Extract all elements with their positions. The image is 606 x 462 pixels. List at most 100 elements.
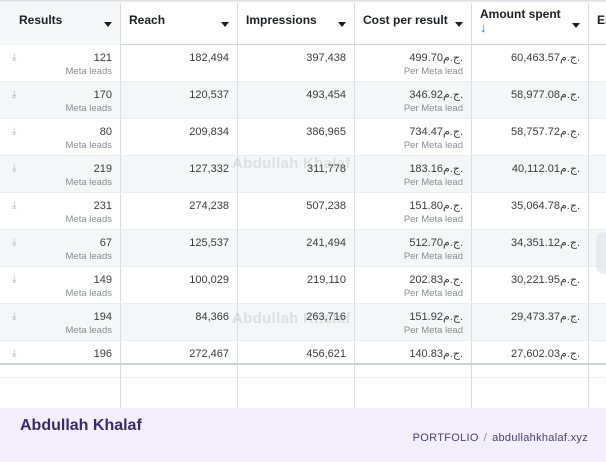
- portfolio-link[interactable]: PORTFOLIO / abdullahkhalaf.xyz: [413, 432, 588, 444]
- cell-results[interactable]: ⤓ 149 Meta leads: [0, 267, 121, 303]
- cell-reach: 125,537: [121, 230, 238, 266]
- column-header-cost-per-result[interactable]: Cost per result: [355, 3, 472, 45]
- results-value: 149: [93, 274, 112, 286]
- cell-reach: 120,537: [121, 82, 238, 118]
- download-icon[interactable]: ⤓: [12, 52, 17, 63]
- cell-impressions: 219,110: [238, 267, 355, 303]
- caret-down-icon[interactable]: [338, 22, 346, 27]
- cell-reach: 209,834: [121, 119, 238, 155]
- cost-per-result-unit: Per Meta lead: [403, 251, 463, 262]
- amount-spent-value: 29,473.37ج.م.: [511, 311, 580, 323]
- cell-truncated: [589, 82, 606, 118]
- cell-reach: 84,366: [121, 304, 238, 340]
- results-value: 67: [99, 237, 112, 249]
- cell-reach: 100,029: [121, 267, 238, 303]
- table-row[interactable]: ⤓ 219 Meta leads 127,332 311,778 183.16ج.م. Pe…: [0, 156, 606, 193]
- cost-per-result-value: 183.16ج.م.: [409, 163, 463, 175]
- column-header-reach[interactable]: Reach: [121, 3, 238, 45]
- column-header-label: Reach: [129, 13, 166, 27]
- cell-amount-spent: 58,977.08ج.م.: [472, 82, 589, 118]
- cost-per-result-value: 499.70ج.م.: [409, 52, 463, 64]
- download-icon[interactable]: ⤓: [12, 200, 17, 211]
- cell-results[interactable]: ⤓ 194 Meta leads: [0, 304, 121, 340]
- cost-per-result-value: 151.80ج.م.: [409, 200, 463, 212]
- cell-results[interactable]: ⤓ 170 Meta leads: [0, 82, 121, 118]
- caret-down-icon[interactable]: [572, 23, 580, 28]
- cell-cost-per-result: 202.83ج.م. Per Meta lead: [355, 267, 472, 303]
- cell-results[interactable]: ⤓ 80 Meta leads: [0, 119, 121, 155]
- cost-per-result-value: 734.47ج.م.: [409, 126, 463, 138]
- portfolio-url[interactable]: abdullahkhalaf.xyz: [492, 432, 588, 444]
- table-row[interactable]: ⤓ 80 Meta leads 209,834 386,965 734.47ج.م. Per…: [0, 119, 606, 156]
- cell-cost-per-result: 151.80ج.م. Per Meta lead: [355, 193, 472, 229]
- cell-cost-per-result: 499.70ج.م. Per Meta lead: [355, 45, 472, 81]
- top-divider: [0, 0, 606, 3]
- results-type: Meta leads: [65, 140, 112, 151]
- cost-per-result-unit: Per Meta lead: [403, 66, 463, 77]
- caret-down-icon[interactable]: [221, 22, 229, 27]
- cell-cost-per-result: 183.16ج.م. Per Meta lead: [355, 156, 472, 192]
- cell-impressions: 397,438: [238, 45, 355, 81]
- empty-column: [121, 365, 238, 408]
- cell-truncated: [589, 193, 606, 229]
- table-row[interactable]: ⤓ 196 272,467 456,621 140.83ج.م. 27,602.03ج.م…: [0, 341, 606, 378]
- cell-amount-spent: 30,221.95ج.م.: [472, 267, 589, 303]
- cell-reach: 272,467: [121, 341, 238, 377]
- separator: /: [483, 432, 488, 444]
- cell-results[interactable]: ⤓ 196: [0, 341, 121, 377]
- portfolio-footer: Abdullah Khalaf PORTFOLIO / abdullahkhalaf…: [0, 408, 606, 462]
- table-row[interactable]: ⤓ 231 Meta leads 274,238 507,238 151.80ج.م. Pe…: [0, 193, 606, 230]
- column-header-results[interactable]: Results: [0, 3, 121, 45]
- results-value: 80: [99, 126, 112, 138]
- download-icon[interactable]: ⤓: [12, 311, 17, 322]
- column-header-label: Results: [19, 13, 63, 27]
- column-header-label: Cost per result: [363, 13, 448, 27]
- download-icon[interactable]: ⤓: [12, 348, 17, 359]
- reach-value: 125,537: [189, 237, 229, 249]
- caret-down-icon[interactable]: [104, 22, 112, 27]
- download-icon[interactable]: ⤓: [12, 126, 17, 137]
- cell-truncated: [589, 119, 606, 155]
- table-body: ⤓ 121 Meta leads 182,494 397,438 499.70ج.م. Pe…: [0, 45, 606, 378]
- cell-amount-spent: 58,757.72ج.م.: [472, 119, 589, 155]
- download-icon[interactable]: ⤓: [12, 163, 17, 174]
- cell-amount-spent: 27,602.03ج.م.: [472, 341, 589, 377]
- cell-impressions: 493,454: [238, 82, 355, 118]
- results-value: 194: [93, 311, 112, 323]
- results-type: Meta leads: [65, 214, 112, 225]
- column-header-impressions[interactable]: Impressions: [238, 3, 355, 45]
- arrow-down-icon[interactable]: ↓: [480, 20, 487, 35]
- ads-results-table: Results Reach Impressions Cost per resul…: [0, 0, 606, 408]
- table-row[interactable]: ⤓ 149 Meta leads 100,029 219,110 202.83ج.م. Pe…: [0, 267, 606, 304]
- table-row[interactable]: ⤓ 170 Meta leads 120,537 493,454 346.92ج.م. Pe…: [0, 82, 606, 119]
- download-icon[interactable]: ⤓: [12, 89, 17, 100]
- impressions-value: 311,778: [307, 163, 346, 175]
- cell-amount-spent: 60,463.57ج.م.: [472, 45, 589, 81]
- cost-per-result-value: 151.92ج.م.: [409, 311, 463, 323]
- download-icon[interactable]: ⤓: [12, 274, 17, 285]
- column-header-amount-spent[interactable]: Amount spent ↓: [472, 3, 589, 45]
- amount-spent-value: 27,602.03ج.م.: [511, 348, 580, 360]
- column-header-truncated[interactable]: En: [589, 3, 606, 45]
- results-value: 196: [93, 348, 112, 360]
- amount-spent-value: 35,064.78ج.م.: [511, 200, 580, 212]
- results-type: Meta leads: [65, 251, 112, 262]
- results-type: Meta leads: [65, 177, 112, 188]
- reach-value: 274,238: [189, 200, 229, 212]
- table-row[interactable]: ⤓ 67 Meta leads 125,537 241,494 512.70ج.م. Per…: [0, 230, 606, 267]
- table-row[interactable]: ⤓ 194 Meta leads 84,366 263,716 151.92ج.م. Per…: [0, 304, 606, 341]
- download-icon[interactable]: ⤓: [12, 237, 17, 248]
- scroll-handle[interactable]: [596, 232, 606, 274]
- reach-value: 209,834: [189, 126, 229, 138]
- cell-results[interactable]: ⤓ 67 Meta leads: [0, 230, 121, 266]
- table-row[interactable]: ⤓ 121 Meta leads 182,494 397,438 499.70ج.م. Pe…: [0, 45, 606, 82]
- caret-down-icon[interactable]: [455, 22, 463, 27]
- cost-per-result-unit: Per Meta lead: [403, 288, 463, 299]
- cell-results[interactable]: ⤓ 231 Meta leads: [0, 193, 121, 229]
- cost-per-result-unit: Per Meta lead: [403, 214, 463, 225]
- cell-results[interactable]: ⤓ 219 Meta leads: [0, 156, 121, 192]
- cell-results[interactable]: ⤓ 121 Meta leads: [0, 45, 121, 81]
- cost-per-result-unit: Per Meta lead: [403, 325, 463, 336]
- results-value: 170: [93, 89, 112, 101]
- impressions-value: 241,494: [306, 237, 346, 249]
